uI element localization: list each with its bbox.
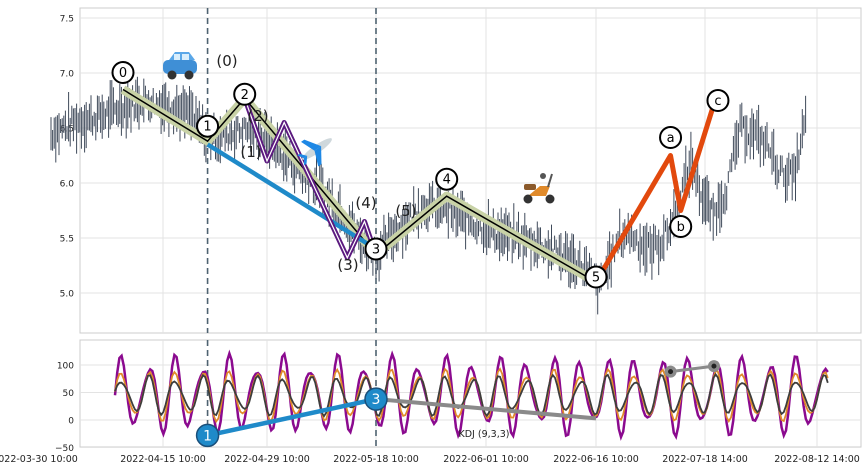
indicator-annotation-lines: 13 bbox=[195, 360, 720, 448]
x-tick-4: 2022-06-01 10:00 bbox=[443, 454, 529, 465]
price-panel: 5.05.56.06.57.07.5 bbox=[50, 7, 862, 334]
price-y-tick-5: 7.5 bbox=[60, 15, 74, 25]
divergence-line bbox=[207, 396, 377, 438]
divergence-label-3: 3 bbox=[372, 392, 381, 408]
wave-label-circle-c bbox=[706, 89, 730, 112]
wave-label-circle-a bbox=[659, 126, 683, 149]
scooter-sticker bbox=[523, 173, 555, 204]
wave-label-circle-3 bbox=[364, 237, 388, 261]
secondary-line bbox=[670, 364, 715, 374]
wave-labels: 0 1 2 3 4 5 a b c bbox=[111, 61, 730, 289]
wave-label-3: 3 bbox=[372, 243, 380, 258]
x-tick-2: 2022-04-29 10:00 bbox=[224, 454, 310, 465]
kdj-series bbox=[113, 349, 829, 441]
indicator-y-tick-2: 50 bbox=[63, 389, 75, 399]
sub-wave-label-3: (3) bbox=[337, 256, 358, 274]
sub-wave-label-5: (5) bbox=[395, 202, 416, 220]
wave-label-circle-2 bbox=[233, 82, 257, 106]
wave-label-circle-b bbox=[669, 215, 693, 238]
secondary-point-dot-1 bbox=[711, 363, 717, 369]
sub-wave-label-2: (2) bbox=[247, 107, 268, 125]
x-tick-6: 2022-07-18 14:00 bbox=[662, 454, 748, 465]
sub-wave-label-1: (1) bbox=[240, 143, 261, 161]
wave-label-0: 0 bbox=[119, 66, 127, 81]
wave-label-4: 4 bbox=[443, 173, 451, 188]
trend-line bbox=[206, 142, 378, 251]
x-tick-labels: 2022-03-30 10:00 2022-04-15 10:00 2022-04-… bbox=[0, 454, 860, 465]
x-tick-3: 2022-05-18 10:00 bbox=[333, 454, 419, 465]
x-tick-1: 2022-04-15 10:00 bbox=[120, 454, 206, 465]
wave-label-c: c bbox=[714, 94, 721, 109]
kdj-D-line bbox=[114, 372, 829, 418]
x-tick-7: 2022-08-12 14:00 bbox=[774, 454, 860, 465]
sub-wave-label-4: (4) bbox=[355, 194, 376, 212]
indicator-y-tick-labels: −50 0 50 100 bbox=[55, 362, 74, 455]
wave-label-a: a bbox=[667, 131, 675, 146]
divergence-point-3 bbox=[364, 387, 388, 411]
indicator-y-tick-0: −50 bbox=[55, 444, 74, 454]
wave-label-circle-1 bbox=[196, 114, 220, 138]
price-y-tick-1: 5.5 bbox=[60, 235, 74, 245]
indicator-y-tick-1: 0 bbox=[68, 417, 74, 427]
wave-label-5: 5 bbox=[592, 271, 600, 286]
wave-label-1: 1 bbox=[203, 120, 211, 135]
sub-wave-inner-line bbox=[244, 98, 377, 260]
divergence-point-1 bbox=[195, 423, 220, 448]
stickers bbox=[163, 52, 555, 204]
sub-wave-labels: (0) (1) (2) (3) (4) (5) bbox=[216, 52, 416, 274]
x-tick-5: 2022-06-16 10:00 bbox=[553, 454, 639, 465]
sub-wave-label-0: (0) bbox=[216, 52, 237, 70]
price-y-tick-2: 6.0 bbox=[60, 180, 75, 190]
x-tick-0: 2022-03-30 10:00 bbox=[0, 454, 78, 465]
wave-label-b: b bbox=[677, 220, 685, 235]
indicator-title: KDJ (9,3,3) bbox=[459, 429, 510, 440]
wave-label-circle-5 bbox=[584, 265, 608, 289]
wave-paths bbox=[120, 85, 717, 286]
price-y-tick-0: 5.0 bbox=[60, 290, 75, 300]
indicator-y-tick-3: 100 bbox=[57, 362, 74, 372]
wave-label-circle-4 bbox=[435, 167, 459, 191]
plane-sticker bbox=[297, 138, 332, 167]
wave-label-circle-0 bbox=[111, 61, 135, 84]
secondary-point-dot-0 bbox=[668, 369, 674, 375]
extension-line bbox=[375, 397, 597, 421]
car-sticker bbox=[163, 52, 197, 80]
divergence-label-1: 1 bbox=[203, 428, 212, 444]
correction-wave-line bbox=[593, 103, 717, 284]
wave-label-2: 2 bbox=[241, 88, 249, 103]
price-y-tick-4: 7.0 bbox=[60, 70, 75, 80]
